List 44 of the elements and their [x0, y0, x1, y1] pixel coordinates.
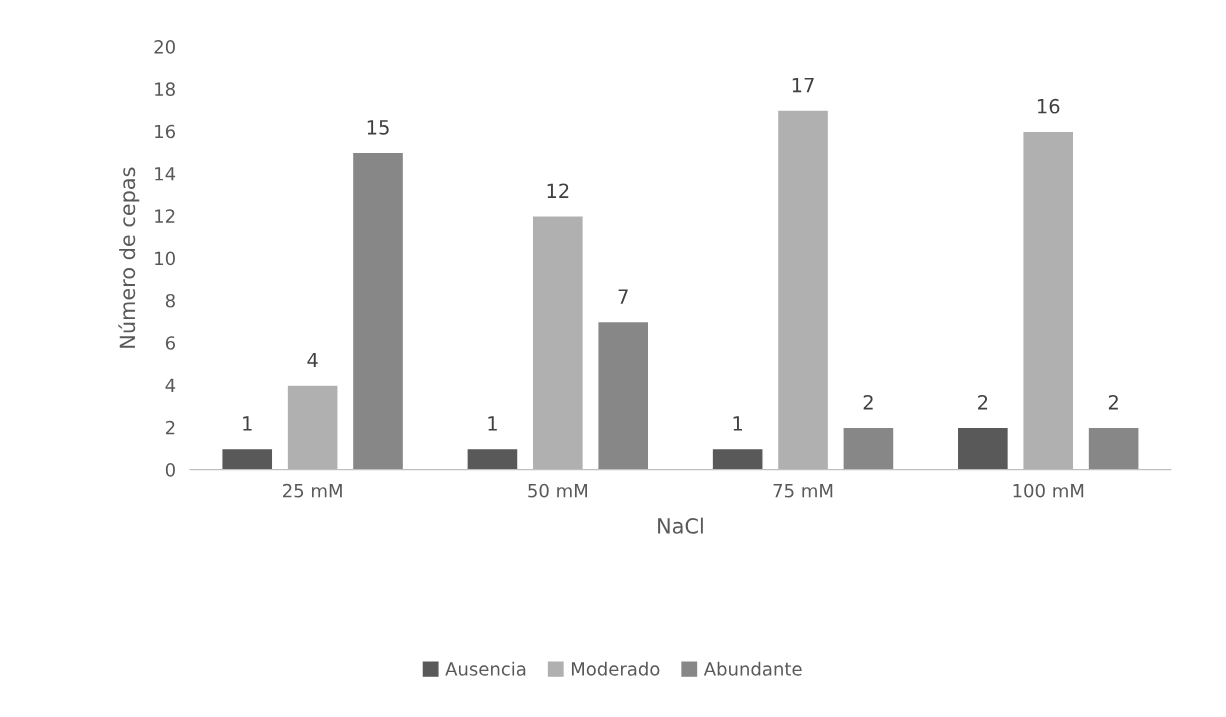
data-label: 16	[1037, 98, 1060, 114]
y-axis-title: Número de cepas	[118, 167, 140, 348]
x-tick-label: 50 mM	[528, 483, 588, 498]
y-tick-label: 14	[155, 167, 176, 181]
y-tick-label: 18	[155, 82, 175, 97]
legend-label: Moderado	[571, 661, 660, 676]
y-tick-label: 0	[165, 463, 175, 477]
data-label: 1	[488, 416, 497, 431]
bar	[956, 426, 1010, 470]
x-axis-title: NaCl	[658, 517, 703, 534]
bar	[776, 109, 830, 470]
bar	[531, 215, 585, 470]
y-tick-label: 4	[165, 378, 176, 392]
bar	[597, 320, 650, 470]
y-tick-label: 2	[165, 420, 175, 435]
y-tick-label: 10	[155, 251, 175, 266]
bar	[842, 426, 895, 470]
data-label: 1	[243, 416, 252, 431]
data-label: 1	[733, 416, 743, 431]
legend-label: Ausencia	[445, 661, 526, 676]
data-label: 2	[863, 394, 873, 410]
data-label: 17	[792, 77, 814, 93]
bar	[351, 151, 405, 470]
x-tick-label: 25 mM	[283, 483, 342, 498]
data-label: 15	[367, 120, 389, 135]
y-tick-label: 6	[165, 336, 175, 350]
bar	[221, 447, 274, 470]
bar	[1087, 426, 1140, 470]
bar	[466, 447, 519, 470]
data-label: 4	[307, 352, 318, 368]
bar	[1022, 130, 1075, 470]
data-label: 7	[618, 289, 628, 304]
y-tick-label: 8	[165, 293, 175, 308]
bar	[711, 447, 764, 470]
data-label: 2	[978, 394, 988, 410]
y-tick-label: 20	[154, 40, 175, 54]
y-tick-label: 12	[155, 209, 175, 223]
data-label: 12	[547, 183, 569, 198]
y-tick-label: 16	[155, 124, 175, 139]
legend-label: Abundante	[703, 661, 802, 676]
x-tick-label: 100 mM	[1013, 483, 1084, 498]
data-label: 2	[1108, 394, 1118, 410]
x-tick-label: 75 mM	[773, 484, 833, 498]
bar	[286, 384, 339, 470]
